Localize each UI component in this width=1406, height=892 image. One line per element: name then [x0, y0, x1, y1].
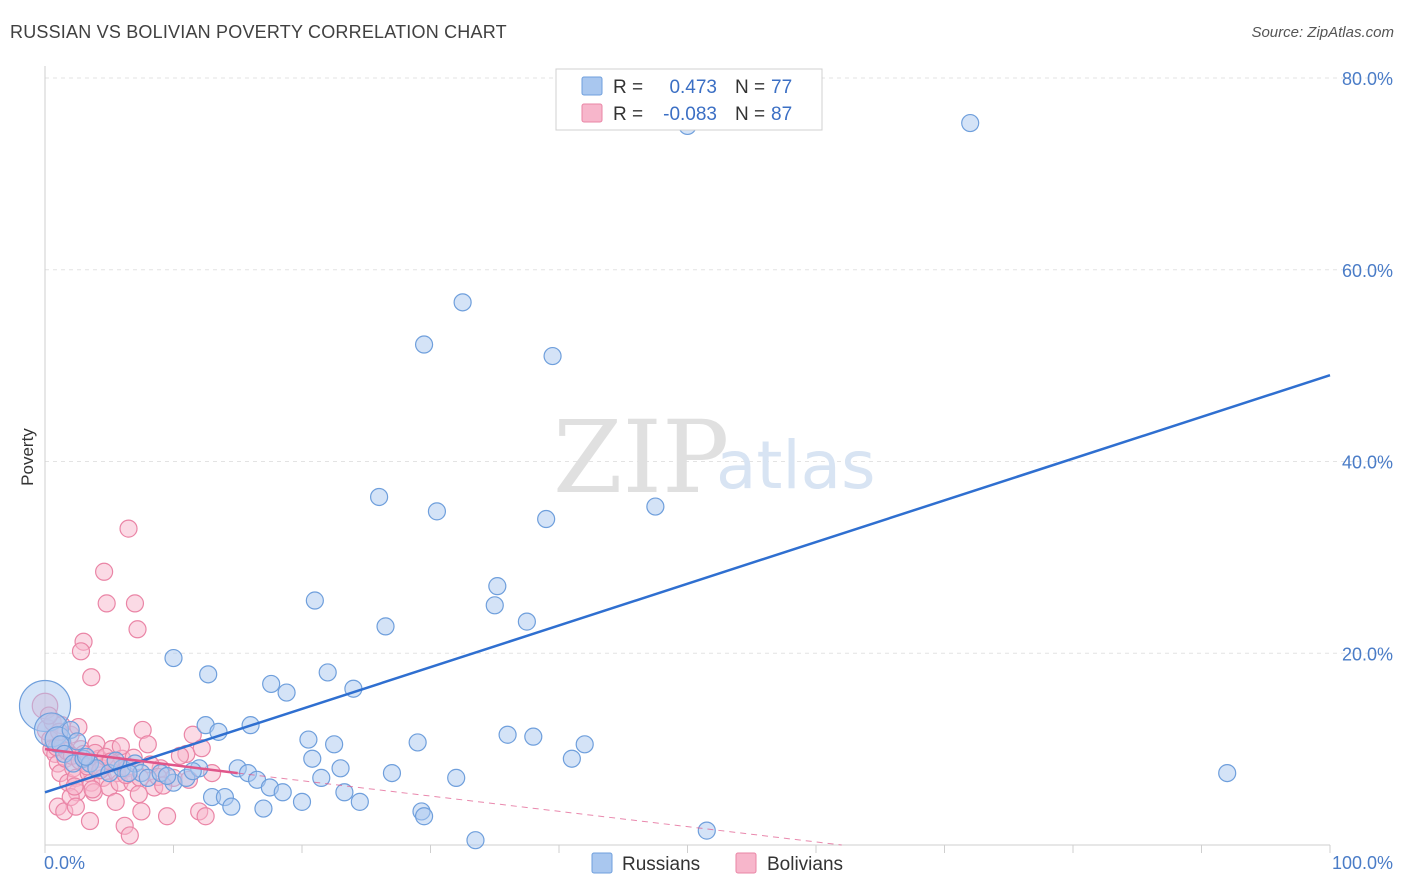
bolivians-point-40	[128, 620, 147, 639]
russians-trend-line	[44, 374, 1331, 794]
bolivians-point-61	[132, 802, 151, 821]
y-tick-label-80: 80.0%	[1342, 69, 1393, 89]
x-tick-label-min: 0.0%	[44, 853, 85, 873]
russians-point-46	[370, 487, 389, 507]
legend-bolivians-r-label: R =	[613, 104, 643, 125]
russians-point-20	[199, 665, 218, 684]
russians-point-54	[453, 293, 472, 312]
russians-point-36	[299, 730, 318, 749]
russians-point-32	[262, 674, 281, 694]
legend-bolivians-n-label: N =	[735, 104, 765, 125]
russians-point-55	[466, 831, 485, 850]
chart-title: RUSSIAN VS BOLIVIAN POVERTY CORRELATION …	[10, 22, 507, 42]
axes: 0.0% 100.0%	[44, 66, 1393, 873]
russians-point-49	[408, 733, 427, 752]
watermark: ZIP atlas	[553, 399, 876, 516]
bolivians-point-54	[71, 642, 91, 661]
russians-point-45	[350, 792, 369, 811]
russians-point-47	[376, 617, 395, 636]
legend-russians-n-value: 77	[771, 77, 792, 98]
russians-point-67	[697, 821, 716, 840]
legend-russians-r-label: R =	[613, 77, 643, 98]
russians-point-53	[447, 768, 466, 787]
russians-point-68	[961, 113, 980, 133]
legend-russians-r-value: 0.473	[669, 77, 717, 98]
russians-point-58	[498, 725, 517, 744]
bottom-legend-bolivians-label: Bolivians	[767, 854, 843, 875]
bolivians-point-51	[196, 807, 215, 826]
bottom-legend-russians-label: Russians	[622, 854, 700, 875]
russians-point-61	[537, 509, 556, 529]
russians-point-35	[292, 792, 312, 811]
bolivians-point-55	[82, 668, 101, 687]
bolivians-point-39	[125, 594, 145, 613]
legend-russians-swatch	[581, 76, 603, 96]
watermark-zip: ZIP	[553, 399, 729, 516]
russians-point-41	[325, 735, 344, 754]
russians-point-63	[562, 749, 581, 768]
bolivians-point-26	[95, 562, 114, 581]
russians-point-75	[77, 747, 96, 766]
source-credit: Source: ZipAtlas.com	[1251, 24, 1394, 41]
bolivians-point-27	[97, 594, 116, 613]
russians-point-33	[273, 783, 292, 802]
y-tick-label-40: 40.0%	[1342, 453, 1393, 473]
russians-point-19	[164, 648, 183, 668]
grid-lines: 20.0% 40.0% 60.0% 80.0%	[45, 69, 1393, 664]
series-legend: Russians Bolivians	[591, 852, 843, 875]
y-axis-label: Poverty	[18, 428, 37, 486]
russians-point-71	[68, 732, 87, 751]
russians-point-57	[488, 577, 507, 596]
russians-point-60	[524, 727, 543, 746]
russians-point-62	[543, 346, 562, 366]
bolivians-point-59	[66, 797, 85, 816]
russians-point-64	[575, 735, 594, 754]
bolivians-point-86	[83, 780, 102, 799]
legend-russians-n-label: N =	[735, 77, 765, 98]
bolivians-point-60	[120, 826, 139, 845]
russians-point-69	[1218, 763, 1237, 783]
bolivians-point-37	[119, 519, 138, 538]
russians-point-70	[414, 807, 434, 826]
russians-point-43	[335, 783, 354, 802]
bolivians-point-76	[129, 785, 148, 804]
legend-bolivians-swatch	[581, 103, 603, 123]
russians-point-73	[157, 766, 177, 786]
russians-points	[18, 113, 1237, 850]
bolivians-trend-extension	[237, 772, 842, 846]
russians-point-52	[427, 502, 447, 521]
bolivians-point-31	[106, 792, 125, 811]
russians-point-30	[254, 799, 273, 818]
bolivians-trend-line	[44, 747, 238, 775]
russians-point-74	[183, 762, 202, 781]
russians-point-38	[305, 591, 324, 610]
bolivians-point-19	[80, 811, 100, 831]
watermark-atlas: atlas	[716, 427, 876, 504]
y-tick-label-20: 20.0%	[1342, 644, 1393, 664]
legend-bolivians-n-value: 87	[771, 104, 792, 125]
russians-point-59	[517, 612, 536, 631]
russians-point-48	[382, 763, 402, 783]
bolivians-point-46	[157, 807, 177, 826]
y-tick-label-60: 60.0%	[1342, 261, 1393, 281]
russians-point-34	[277, 683, 296, 702]
correlation-legend: R = 0.473 N = 77 R = -0.083 N = 87	[555, 68, 823, 131]
bottom-legend-russians-swatch	[591, 852, 613, 874]
russians-point-51	[414, 335, 434, 354]
bottom-legend-bolivians-swatch	[735, 852, 757, 874]
russians-point-25	[222, 797, 241, 816]
bolivians-point-43	[138, 735, 157, 754]
russians-point-40	[318, 663, 337, 682]
trend-lines	[44, 374, 1331, 846]
legend-bolivians-r-value: -0.083	[663, 104, 717, 125]
russians-point-42	[331, 759, 350, 778]
russians-point-65	[646, 497, 665, 516]
bolivians-points	[31, 519, 222, 845]
russians-point-37	[303, 749, 322, 768]
x-tick-label-max: 100.0%	[1332, 853, 1393, 873]
russians-point-56	[485, 596, 504, 615]
